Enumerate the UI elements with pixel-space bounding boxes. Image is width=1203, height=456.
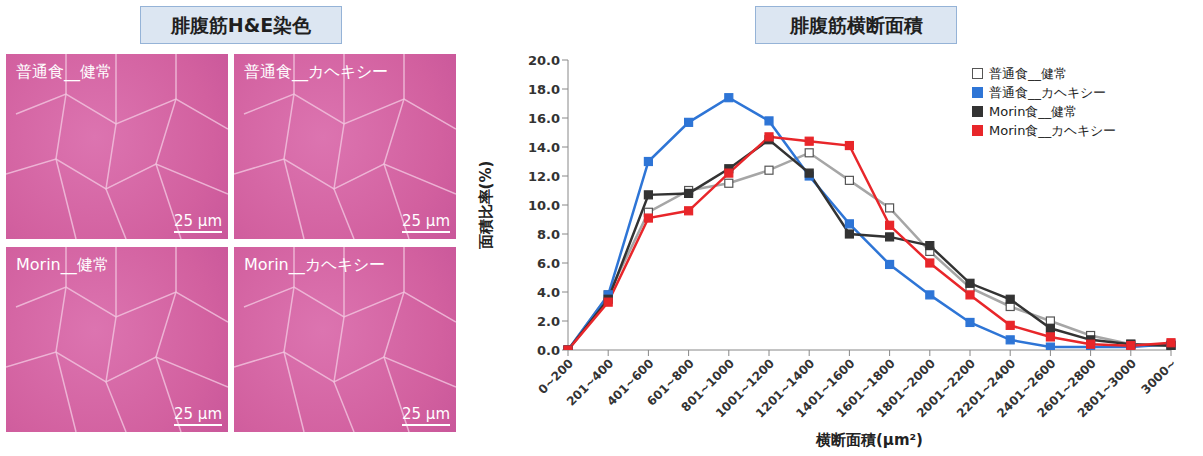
svg-text:1201~1400: 1201~1400 bbox=[753, 356, 818, 421]
html-text:普通食__カヘキシー: 普通食__カヘキシー bbox=[989, 84, 1106, 100]
svg-text:1401~1600: 1401~1600 bbox=[793, 356, 858, 421]
svg-text:0~200: 0~200 bbox=[536, 356, 577, 397]
svg-text:1601~1800: 1601~1800 bbox=[833, 356, 898, 421]
svg-text:20.0: 20.0 bbox=[528, 53, 560, 68]
svg-text:14.0: 14.0 bbox=[528, 140, 560, 155]
html-text:普通食__健常: 普通食__健常 bbox=[16, 62, 112, 81]
svg-text:面積比率(%): 面積比率(%) bbox=[477, 161, 495, 251]
svg-text:18.0: 18.0 bbox=[528, 82, 560, 97]
svg-text:3000~: 3000~ bbox=[1139, 356, 1180, 397]
svg-text:2001~2200: 2001~2200 bbox=[913, 356, 979, 421]
svg-text:601~800: 601~800 bbox=[644, 356, 697, 409]
svg-text:12.0: 12.0 bbox=[528, 169, 560, 184]
html-text:25 μm: 25 μm bbox=[174, 212, 222, 230]
html-text:普通食__カヘキシー: 普通食__カヘキシー bbox=[244, 62, 388, 81]
svg-text:2.0: 2.0 bbox=[537, 314, 560, 329]
svg-text:6.0: 6.0 bbox=[537, 256, 560, 271]
html-text:Morin__健常: Morin__健常 bbox=[16, 255, 109, 274]
svg-text:201~400: 201~400 bbox=[563, 356, 617, 409]
html-text:腓腹筋H&E染色: 腓腹筋H&E染色 bbox=[170, 14, 312, 36]
svg-text:8.0: 8.0 bbox=[537, 227, 560, 242]
svg-text:16.0: 16.0 bbox=[528, 111, 560, 126]
svg-text:0.0: 0.0 bbox=[537, 343, 560, 358]
html-text:腓腹筋横断面積: 腓腹筋横断面積 bbox=[789, 14, 923, 36]
svg-text:10.0: 10.0 bbox=[528, 198, 560, 213]
svg-text:2201~2400: 2201~2400 bbox=[954, 356, 1019, 421]
svg-text:2801~3000: 2801~3000 bbox=[1075, 356, 1139, 420]
html-text:Morin食__健常: Morin食__健常 bbox=[989, 103, 1078, 119]
svg-text:横断面積(μm²): 横断面積(μm²) bbox=[815, 431, 923, 449]
svg-text:1001~1200: 1001~1200 bbox=[712, 356, 778, 421]
html-text:普通食__健常: 普通食__健常 bbox=[989, 65, 1067, 81]
html-text:Morin__カヘキシー: Morin__カヘキシー bbox=[244, 255, 385, 274]
html-text:25 μm: 25 μm bbox=[174, 405, 222, 423]
html-text:Morin食__カヘキシー: Morin食__カヘキシー bbox=[989, 122, 1117, 138]
html-text:25 μm: 25 μm bbox=[402, 405, 450, 423]
svg-text:1801~2000: 1801~2000 bbox=[873, 356, 938, 421]
svg-text:401~600: 401~600 bbox=[604, 356, 657, 409]
html-text:25 μm: 25 μm bbox=[402, 212, 450, 230]
svg-text:2601~2800: 2601~2800 bbox=[1034, 356, 1099, 421]
svg-text:2401~2600: 2401~2600 bbox=[994, 356, 1059, 421]
svg-text:801~1000: 801~1000 bbox=[678, 356, 737, 415]
svg-text:4.0: 4.0 bbox=[537, 285, 560, 300]
